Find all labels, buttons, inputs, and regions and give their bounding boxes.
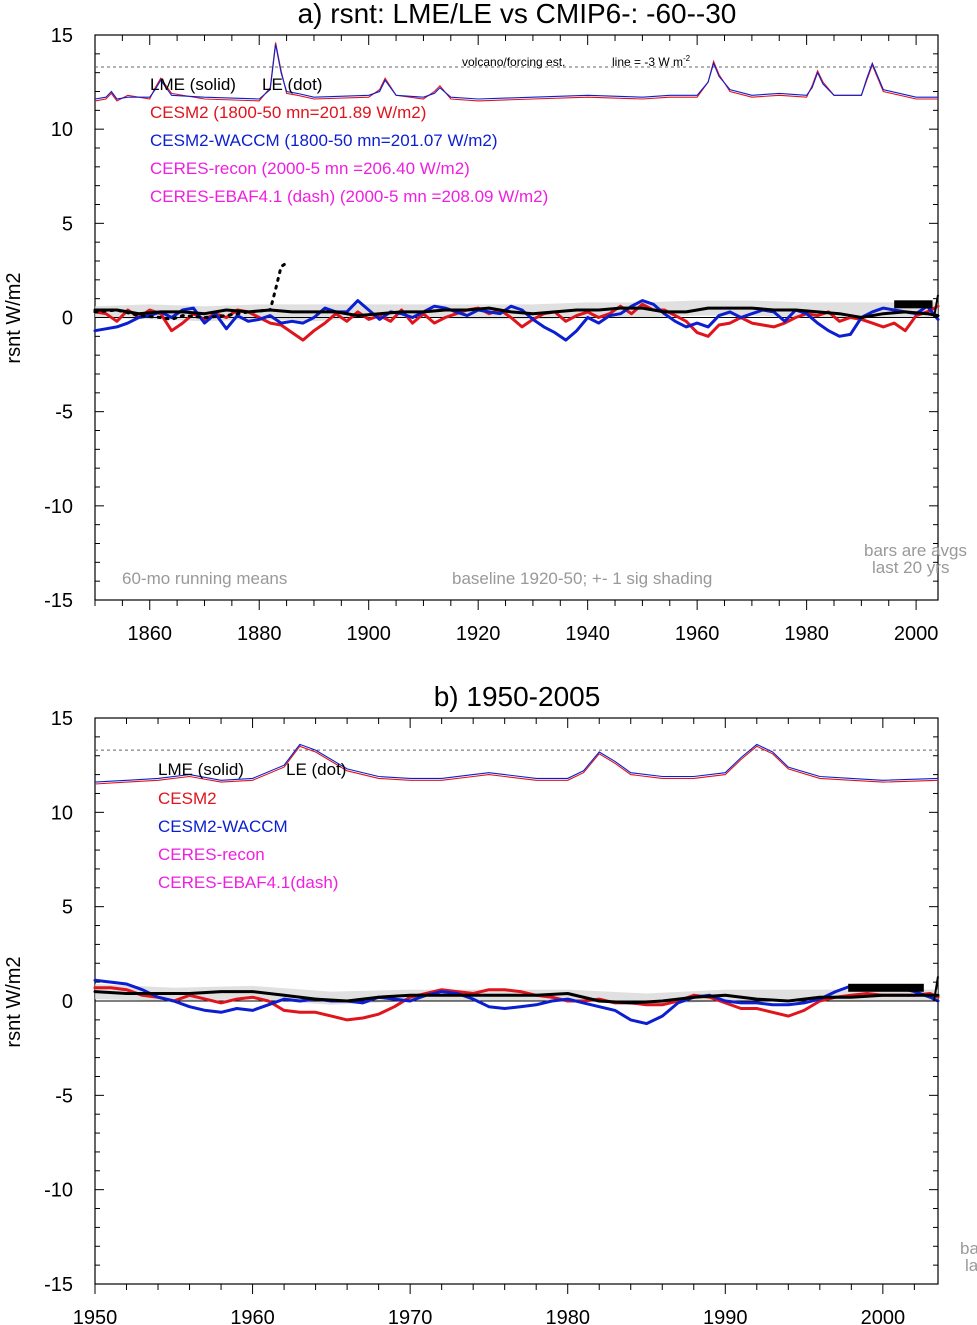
x-tick-label: 1970 [388, 1307, 433, 1325]
volcano-curve-cesm2-waccm [94, 743, 939, 783]
legend-entry-ceres-recon: CERES-recon [158, 845, 265, 864]
running-means-note: 60-mo running means [122, 569, 287, 588]
series-line-lme-solid [93, 306, 940, 319]
y-tick-label: -5 [55, 1085, 73, 1107]
panel-a-y-axis-label: rsnt W/m2 [3, 272, 25, 363]
panel-a-legend: LME (solid) LE (dot) CESM2 (1800-50 mn=2… [150, 75, 548, 206]
last20yr-bar [894, 300, 933, 309]
x-tick-label: 1940 [565, 623, 610, 645]
volcano-curve-cesm2-waccm [94, 44, 938, 100]
y-tick-label: -5 [55, 402, 73, 424]
baseline-note: baseline 1920-50; +- 1 sig shading [452, 569, 712, 588]
x-tick-label: 2000 [894, 623, 939, 645]
reference-line-note-unit-exponent: -2 [683, 54, 691, 63]
volcano-curve-cesm2 [94, 745, 939, 785]
reference-line-note: line = -3 W m-2 [612, 54, 691, 69]
legend-entry-ceres-recon: CERES-recon (2000-5 mn =206.40 W/m2) [150, 159, 470, 178]
legend-header-lme: LME (solid) [158, 760, 244, 779]
y-tick-label: 15 [51, 25, 73, 47]
x-tick-label: 1960 [675, 623, 720, 645]
bars-note-line1: bars are avgs [864, 541, 967, 560]
series-line-cesm2-waccm [93, 978, 940, 1026]
panel-a-volcano-forcing-curves [94, 42, 938, 102]
panel-a: a) rsnt: LME/LE vs CMIP6-: -60--30 15 10 5… [3, 0, 967, 645]
panel-a-x-axis: 1860 1880 1900 1920 1940 1960 1980 2000 [94, 35, 939, 645]
legend-entry-cesm2-waccm: CESM2-WACCM [158, 817, 288, 836]
y-tick-label: 5 [62, 897, 73, 919]
panel-b-y-axis: 15 10 5 0 -5 -10 -15 [44, 708, 938, 1296]
legend-entry-cesm2: CESM2 (1800-50 mn=201.89 W/m2) [150, 103, 426, 122]
panel-b-y-axis-label: rsnt W/m2 [3, 956, 25, 1047]
volcano-forcing-label: volcano/forcing est. [462, 55, 565, 69]
panel-b-series-lines [93, 978, 940, 1026]
x-tick-label: 2000 [861, 1307, 906, 1325]
y-tick-label: -15 [44, 590, 73, 612]
bars-note-line2: la [965, 1256, 977, 1275]
panel-b: b) 1950-2005 15 10 5 0 -5 -10 -15 1950 1960 1970… [3, 681, 977, 1325]
last20yr-bar [848, 983, 924, 992]
x-tick-label: 1960 [230, 1307, 275, 1325]
x-tick-label: 1860 [127, 623, 172, 645]
y-tick-label: -10 [44, 1180, 73, 1202]
x-tick-label: 1950 [73, 1307, 118, 1325]
legend-entry-ceres-ebaf: CERES-EBAF4.1(dash) [158, 873, 338, 892]
y-tick-label: 0 [62, 308, 73, 330]
bar-tail-line [933, 976, 939, 1002]
panel-b-title: b) 1950-2005 [434, 681, 601, 712]
y-tick-label: 10 [51, 119, 73, 141]
y-tick-label: -15 [44, 1274, 73, 1296]
bars-note-line1: ba [960, 1239, 977, 1258]
x-tick-label: 1900 [346, 623, 391, 645]
y-tick-label: -10 [44, 496, 73, 518]
series-line-le-dot [93, 261, 289, 321]
y-tick-label: 15 [51, 708, 73, 730]
panel-a-series-lines [93, 261, 940, 342]
x-tick-label: 1880 [237, 623, 282, 645]
panel-a-y-axis: 15 10 5 0 -5 -10 -15 [44, 25, 938, 612]
y-tick-label: 10 [51, 802, 73, 824]
legend-entry-cesm2: CESM2 [158, 789, 217, 808]
x-tick-label: 1980 [545, 1307, 590, 1325]
legend-header-le: LE (dot) [262, 75, 322, 94]
legend-entry-cesm2-waccm: CESM2-WACCM (1800-50 mn=201.07 W/m2) [150, 131, 498, 150]
panel-b-volcano-forcing-curves [94, 743, 939, 785]
panel-b-last20yr-bars [848, 976, 939, 1002]
series-line-lme-solid [93, 990, 940, 1005]
x-tick-label: 1980 [784, 623, 829, 645]
x-tick-label: 1990 [703, 1307, 748, 1325]
series-line-cesm2 [93, 986, 940, 1022]
legend-entry-ceres-ebaf: CERES-EBAF4.1 (dash) (2000-5 mn =208.09 … [150, 187, 548, 206]
bars-note-line2: last 20 yrs [872, 558, 949, 577]
panel-b-legend: LME (solid) LE (dot) CESM2 CESM2-WACCM C… [158, 760, 346, 892]
y-tick-label: 5 [62, 213, 73, 235]
legend-header-le: LE (dot) [286, 760, 346, 779]
x-tick-label: 1920 [456, 623, 501, 645]
legend-header-lme: LME (solid) [150, 75, 236, 94]
y-tick-label: 0 [62, 991, 73, 1013]
panel-b-x-axis: 1950 1960 1970 1980 1990 2000 [73, 718, 915, 1325]
panel-a-title: a) rsnt: LME/LE vs CMIP6-: -60--30 [298, 0, 737, 29]
